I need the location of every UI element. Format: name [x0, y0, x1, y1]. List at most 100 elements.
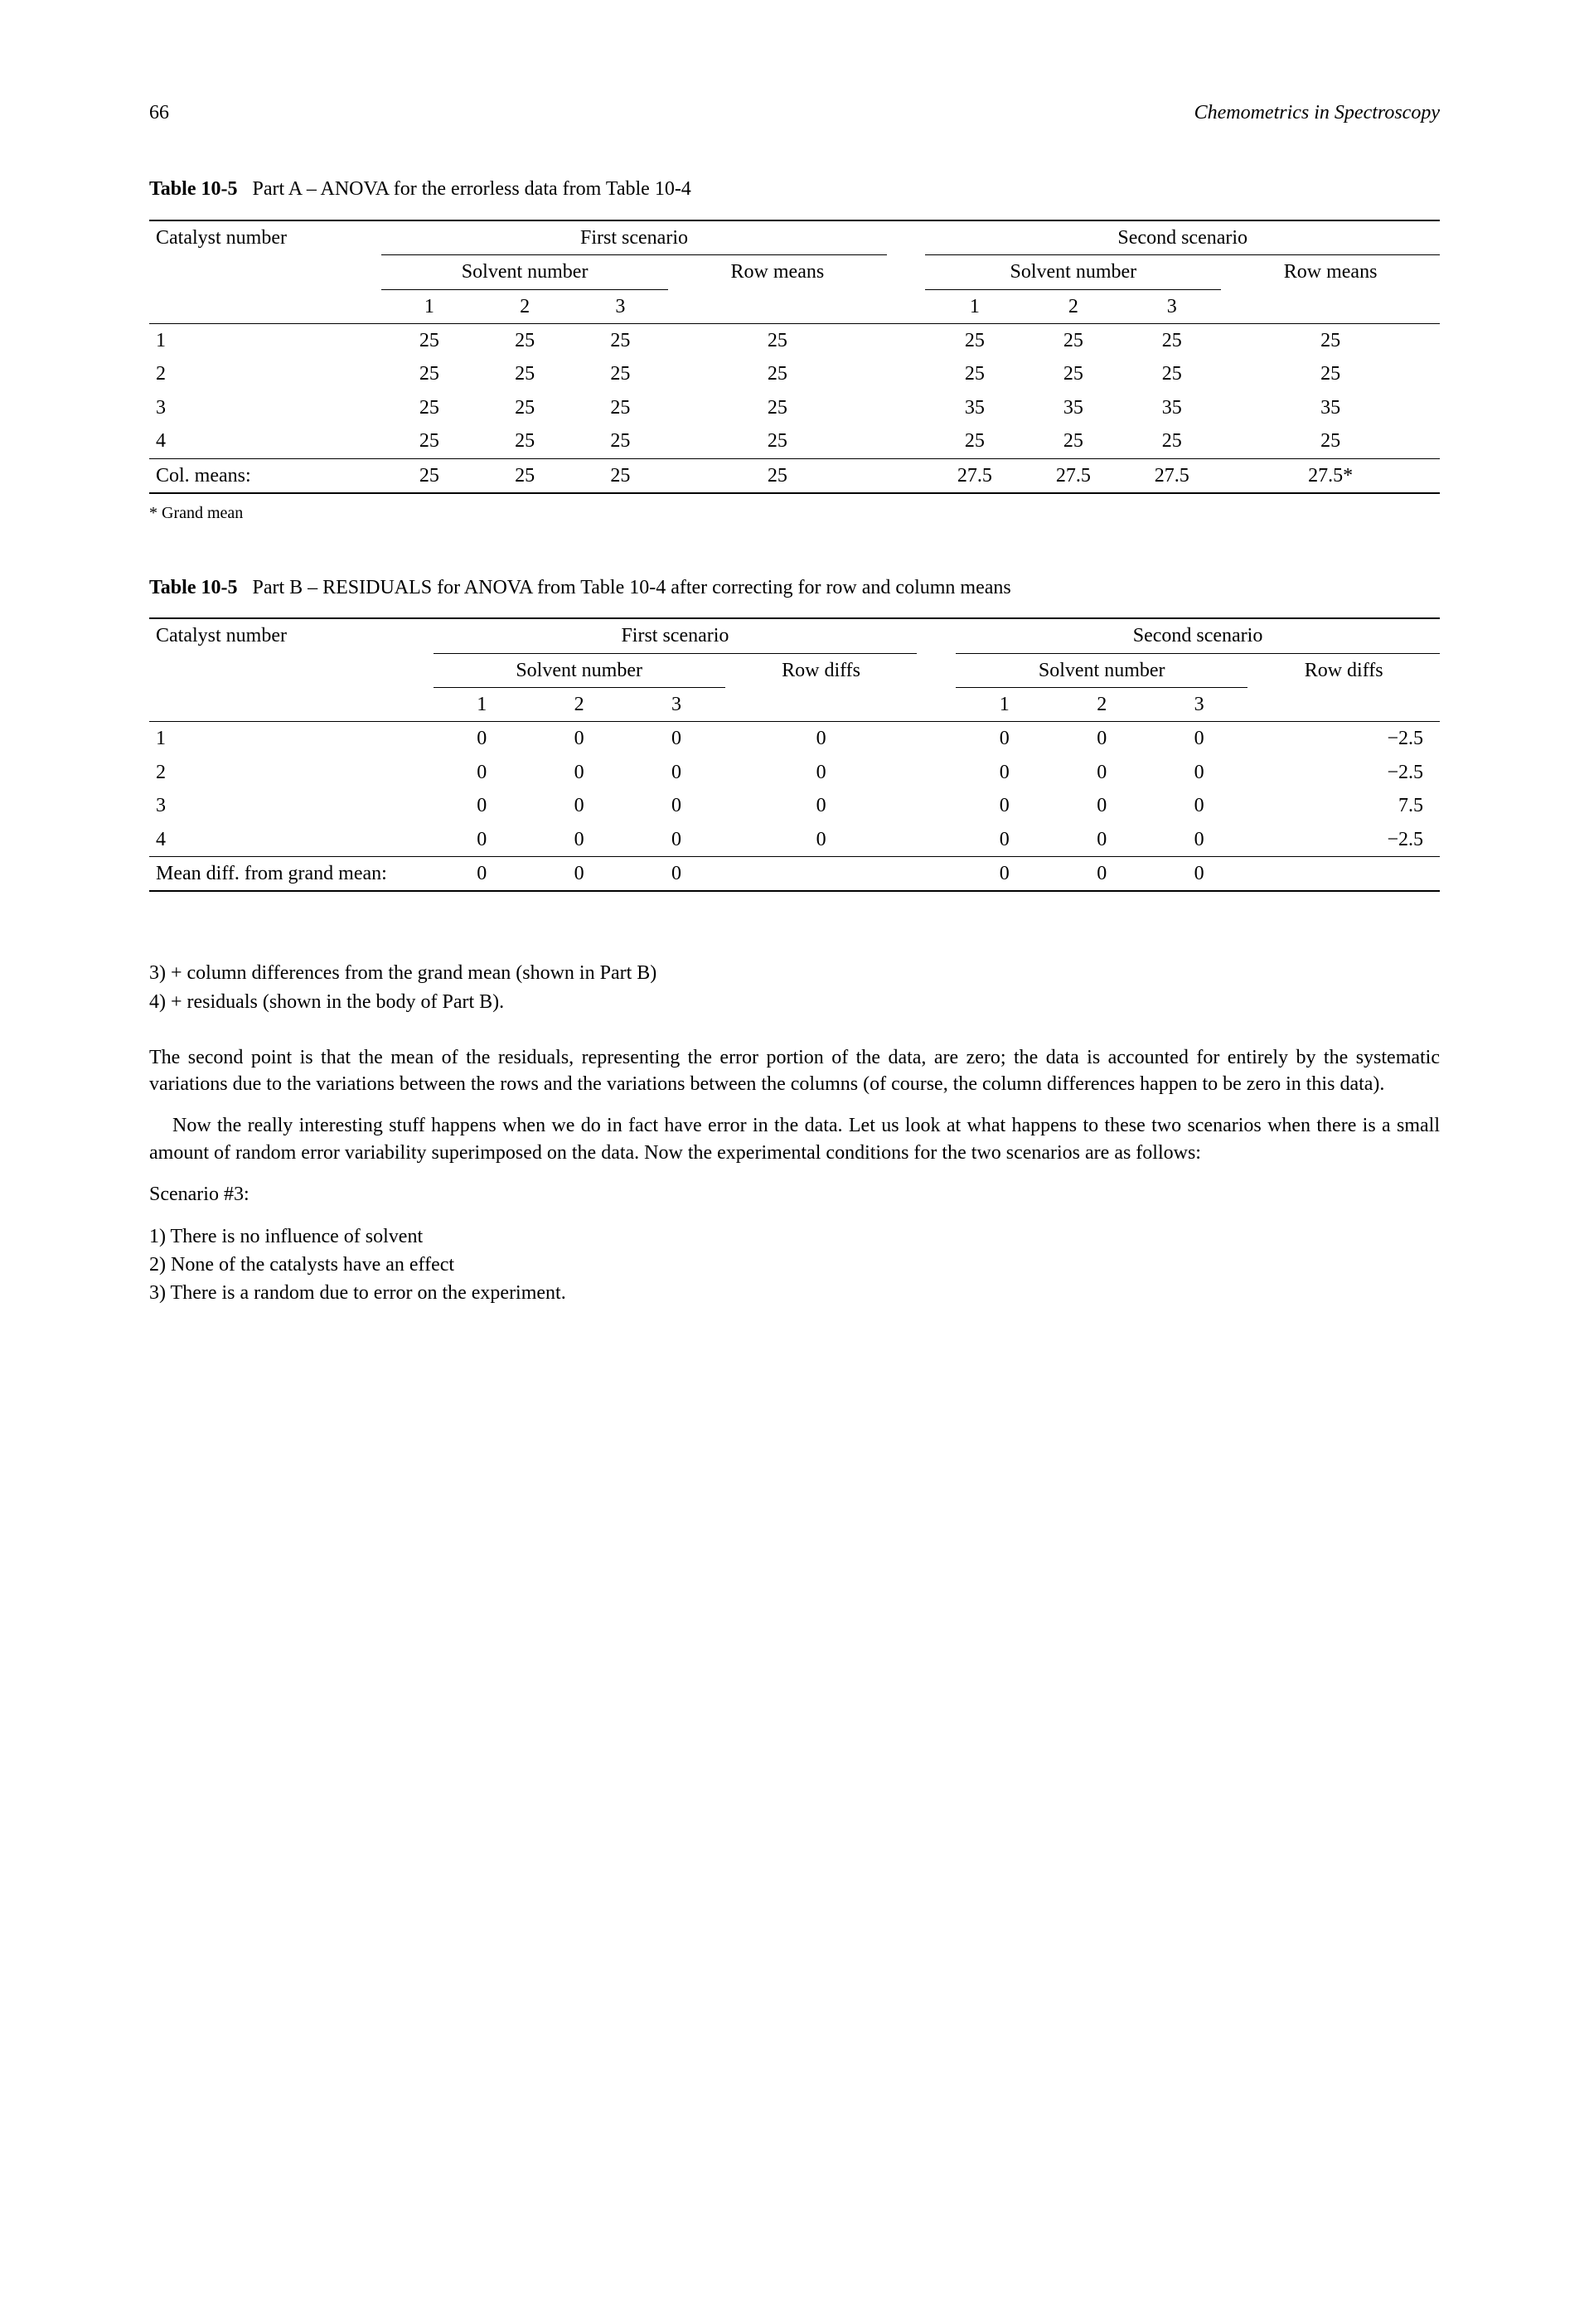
cell: 25: [1024, 323, 1122, 357]
table-row: 10000000−2.5: [149, 722, 1440, 756]
table-row: 300000007.5: [149, 789, 1440, 822]
cm-s1-m: 25: [668, 458, 887, 493]
table-row: 22525252525252525: [149, 357, 1440, 390]
cell: 0: [434, 789, 530, 822]
th-b-s2-c3: 3: [1151, 688, 1247, 722]
cell: 25: [1122, 424, 1221, 458]
row-label: 3: [149, 789, 434, 822]
list-item-3: 3) + column differences from the grand m…: [149, 960, 1440, 986]
cell: 0: [1151, 823, 1247, 857]
md-s2-2: 0: [1053, 857, 1150, 892]
cell: 0: [725, 789, 918, 822]
cell: 0: [956, 722, 1053, 756]
page-number: 66: [149, 99, 169, 126]
th-b-s2-c2: 2: [1053, 688, 1150, 722]
th-b-rowdiffs-2: Row diffs: [1247, 653, 1440, 687]
cell: 35: [925, 391, 1024, 424]
cell: 25: [573, 391, 668, 424]
cell: 0: [1053, 823, 1150, 857]
cell: 0: [956, 823, 1053, 857]
th-a-s2-c1: 1: [925, 289, 1024, 323]
cell: 0: [1053, 789, 1150, 822]
md-s1-3: 0: [627, 857, 724, 892]
cell: 35: [1122, 391, 1221, 424]
row-label: 4: [149, 424, 381, 458]
cm-s1-1: 25: [381, 458, 477, 493]
cell: 0: [1151, 789, 1247, 822]
cell: 0: [530, 789, 627, 822]
th-a-s2-c2: 2: [1024, 289, 1122, 323]
th-a-s2-c3: 3: [1122, 289, 1221, 323]
cell: 0: [627, 722, 724, 756]
table-10-5-part-a: Table 10-5 Part A – ANOVA for the errorl…: [149, 176, 1440, 525]
cell: 25: [925, 323, 1024, 357]
cell: 25: [1024, 357, 1122, 390]
th-rowmeans-2: Row means: [1221, 255, 1440, 289]
th-solvent-2: Solvent number: [925, 255, 1221, 289]
table-row: 42525252525252525: [149, 424, 1440, 458]
th-a-s1-c3: 3: [573, 289, 668, 323]
cell: −2.5: [1247, 823, 1440, 857]
cell: 0: [1151, 756, 1247, 789]
md-s2-1: 0: [956, 857, 1053, 892]
s3-item-2: 2) None of the catalysts have an effect: [149, 1252, 1440, 1278]
cell: 0: [434, 823, 530, 857]
cell: 25: [477, 424, 573, 458]
cell: 0: [956, 756, 1053, 789]
cell: 25: [668, 323, 887, 357]
th-b-s2-c1: 1: [956, 688, 1053, 722]
cm-s2-m: 27.5*: [1221, 458, 1440, 493]
cm-s2-2: 27.5: [1024, 458, 1122, 493]
cm-s2-1: 27.5: [925, 458, 1024, 493]
cell: 7.5: [1247, 789, 1440, 822]
page-header: 66 Chemometrics in Spectroscopy: [149, 99, 1440, 126]
cell: 0: [725, 756, 918, 789]
th-b-s1-c3: 3: [627, 688, 724, 722]
table-a-caption: Table 10-5 Part A – ANOVA for the errorl…: [149, 176, 1440, 202]
cell: 25: [668, 424, 887, 458]
cell: 25: [1221, 424, 1440, 458]
table-a-caption-text: Part A – ANOVA for the errorless data fr…: [252, 178, 690, 200]
book-title: Chemometrics in Spectroscopy: [1194, 99, 1440, 126]
cell: 0: [530, 823, 627, 857]
th-a-s1-c2: 2: [477, 289, 573, 323]
md-s1-1: 0: [434, 857, 530, 892]
table-10-5-part-b: Table 10-5 Part B – RESIDUALS for ANOVA …: [149, 574, 1440, 893]
cell: 25: [1122, 323, 1221, 357]
cell: 0: [434, 722, 530, 756]
cell: 0: [725, 823, 918, 857]
th-b-solvent-2: Solvent number: [956, 653, 1247, 687]
cell: −2.5: [1247, 722, 1440, 756]
cell: 0: [1151, 722, 1247, 756]
th-scenario2: Second scenario: [925, 220, 1440, 255]
cm-s2-3: 27.5: [1122, 458, 1221, 493]
cell: 25: [573, 357, 668, 390]
table-row: 12525252525252525: [149, 323, 1440, 357]
paragraph-2: Now the really interesting stuff happens…: [149, 1112, 1440, 1166]
paragraph-1: The second point is that the mean of the…: [149, 1044, 1440, 1098]
body-text: 3) + column differences from the grand m…: [149, 960, 1440, 1306]
cell: 25: [1122, 357, 1221, 390]
cm-s1-3: 25: [573, 458, 668, 493]
cell: 25: [668, 357, 887, 390]
row-label: 4: [149, 823, 434, 857]
cell: 25: [925, 357, 1024, 390]
cell: 25: [381, 357, 477, 390]
table-b: Catalyst number First scenario Second sc…: [149, 617, 1440, 892]
table-a: Catalyst number First scenario Second sc…: [149, 220, 1440, 494]
table-row: 20000000−2.5: [149, 756, 1440, 789]
th-b-scenario1: First scenario: [434, 618, 918, 653]
table-b-caption: Table 10-5 Part B – RESIDUALS for ANOVA …: [149, 574, 1440, 601]
table-b-caption-text: Part B – RESIDUALS for ANOVA from Table …: [252, 577, 1010, 598]
cell: 25: [925, 424, 1024, 458]
th-b-rowdiffs-1: Row diffs: [725, 653, 918, 687]
cell: 25: [477, 357, 573, 390]
cell: 0: [627, 823, 724, 857]
col-means-label: Col. means:: [149, 458, 381, 493]
mean-diff-label: Mean diff. from grand mean:: [149, 857, 434, 892]
row-label: 2: [149, 756, 434, 789]
cell: 0: [530, 722, 627, 756]
cell: 25: [573, 424, 668, 458]
row-label: 3: [149, 391, 381, 424]
th-rowmeans-1: Row means: [668, 255, 887, 289]
